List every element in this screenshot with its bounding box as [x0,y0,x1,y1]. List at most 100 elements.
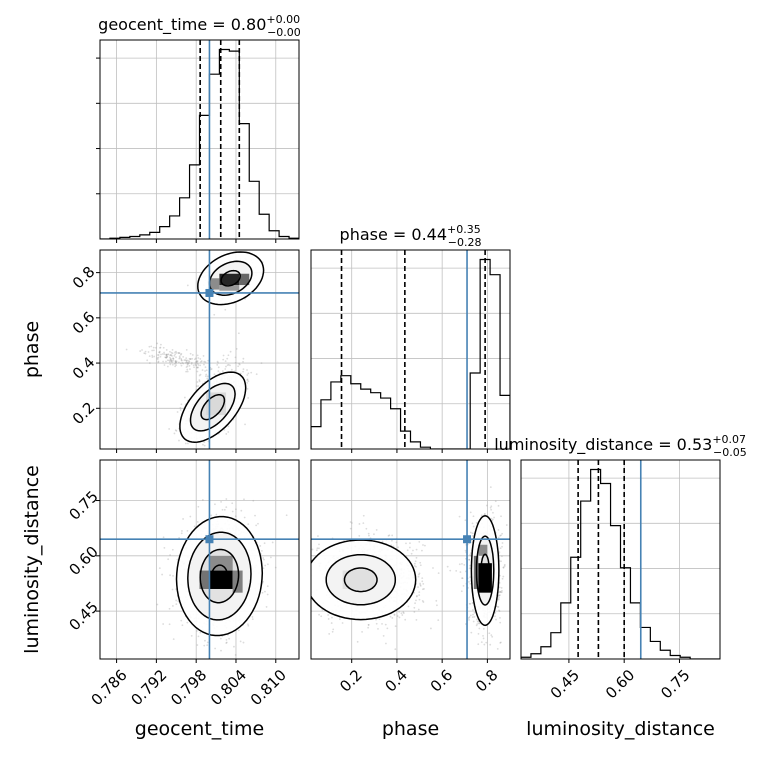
sample-point [213,313,216,316]
sample-point [205,369,208,372]
sample-point [178,352,181,354]
sample-point [206,641,209,644]
sample-point [367,624,370,626]
sample-point [500,534,502,537]
sample-point [410,552,413,555]
sample-point [330,622,333,624]
sample-point [186,368,189,371]
sample-point [188,455,190,457]
sample-point [262,557,265,559]
sample-point [220,500,222,503]
sample-point [489,486,492,489]
sample-point [242,357,245,360]
sample-point [217,366,220,369]
sample-point [214,503,216,506]
sample-point [255,524,258,527]
sample-point [166,359,169,362]
sample-point [175,599,178,602]
sample-point [418,594,421,597]
sample-point [125,348,128,351]
sample-point [358,534,361,537]
sample-point [267,563,269,566]
sample-point [423,588,425,590]
hist-panel-phase [310,249,511,453]
sample-point [418,598,421,601]
sample-point [184,457,186,459]
sample-point [159,355,162,358]
sample-point [246,374,249,376]
sample-point [500,560,502,563]
sample-point [225,506,228,509]
axes-frame [99,459,300,660]
sample-point [424,544,426,547]
sample-point [421,600,424,602]
sample-point [190,361,193,364]
sample-point [229,364,231,367]
sample-point [197,366,199,369]
sample-point [186,284,189,287]
sample-point [421,577,424,580]
sample-point [199,358,202,360]
sample-point [201,499,204,501]
sample-point [196,366,199,369]
sample-point [449,569,452,572]
sample-point [175,356,177,359]
sample-point [463,563,466,566]
sample-point [238,363,241,366]
title-luminosity_distance: luminosity_distance = 0.53+0.07 −0.05 [494,433,747,459]
sample-point [368,534,370,537]
sample-point [422,544,424,546]
sample-point [203,363,205,366]
density-cell [209,555,233,571]
sample-point [158,350,161,353]
sample-point [162,536,165,539]
sample-point [469,602,472,605]
sample-point [144,352,147,355]
sample-point [247,380,250,383]
sample-point [179,353,182,356]
sample-point [188,450,190,452]
sample-point [194,357,197,360]
sample-point [167,558,170,561]
sample-point [182,362,185,365]
sample-point [302,627,304,629]
sample-point [497,504,500,507]
sample-point [419,564,422,567]
sample-point [283,572,285,574]
sample-point [381,540,384,543]
sample-point [206,377,209,380]
sample-point [165,355,168,358]
sample-point [175,350,177,353]
sample-point [266,585,269,588]
sample-point [181,530,183,532]
sample-point [225,639,228,641]
sample-point [220,649,222,652]
panel-content [311,250,510,449]
panel-content [100,460,299,659]
sample-point [239,372,242,375]
sample-point [172,357,175,360]
sample-point [157,356,160,359]
sample-point [178,355,181,358]
sample-point [242,368,245,371]
sample-point [412,549,414,552]
sample-point [421,549,423,552]
sample-point [413,611,416,613]
sample-point [172,638,175,640]
sample-point [386,627,389,630]
sample-point [171,588,174,591]
sample-point [162,346,165,349]
sample-point [151,349,154,352]
sample-point [156,342,159,345]
sample-point [417,573,420,576]
sample-point [143,352,146,355]
title-lower-error: −0.05 [713,446,747,459]
sample-point [308,595,310,597]
sample-point [173,432,176,435]
sample-point [169,357,172,360]
sample-point [437,572,440,575]
sample-point [414,602,416,605]
sample-point [171,361,173,364]
sample-point [197,452,199,454]
